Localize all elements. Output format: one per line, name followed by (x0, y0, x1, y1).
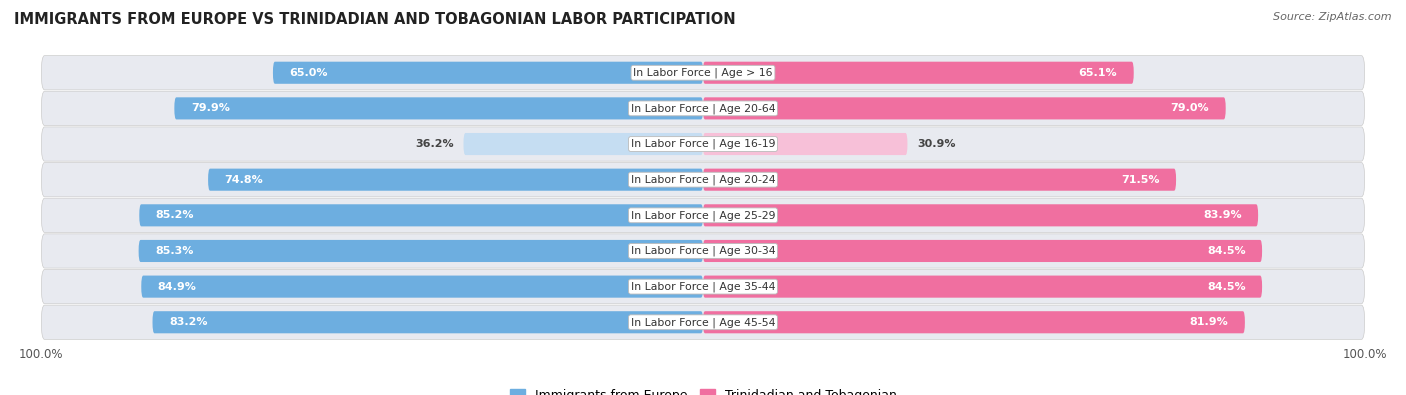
Text: In Labor Force | Age 25-29: In Labor Force | Age 25-29 (631, 210, 775, 220)
Text: In Labor Force | Age 30-34: In Labor Force | Age 30-34 (631, 246, 775, 256)
FancyBboxPatch shape (703, 97, 1226, 119)
FancyBboxPatch shape (139, 240, 703, 262)
FancyBboxPatch shape (208, 169, 703, 191)
Text: 84.5%: 84.5% (1206, 282, 1246, 292)
FancyBboxPatch shape (41, 198, 1365, 232)
Text: 79.9%: 79.9% (191, 103, 229, 113)
FancyBboxPatch shape (464, 133, 703, 155)
Text: In Labor Force | Age 20-64: In Labor Force | Age 20-64 (631, 103, 775, 114)
Text: 84.9%: 84.9% (157, 282, 197, 292)
FancyBboxPatch shape (703, 240, 1263, 262)
FancyBboxPatch shape (703, 62, 1133, 84)
Text: 84.5%: 84.5% (1206, 246, 1246, 256)
Text: 74.8%: 74.8% (225, 175, 263, 185)
Text: In Labor Force | Age 35-44: In Labor Force | Age 35-44 (631, 281, 775, 292)
FancyBboxPatch shape (174, 97, 703, 119)
Text: 85.3%: 85.3% (155, 246, 194, 256)
Text: In Labor Force | Age 45-54: In Labor Force | Age 45-54 (631, 317, 775, 327)
Text: Source: ZipAtlas.com: Source: ZipAtlas.com (1274, 12, 1392, 22)
FancyBboxPatch shape (41, 234, 1365, 268)
FancyBboxPatch shape (41, 127, 1365, 161)
Text: 85.2%: 85.2% (156, 210, 194, 220)
FancyBboxPatch shape (152, 311, 703, 333)
FancyBboxPatch shape (703, 169, 1175, 191)
Text: 79.0%: 79.0% (1171, 103, 1209, 113)
FancyBboxPatch shape (703, 276, 1263, 298)
Text: In Labor Force | Age > 16: In Labor Force | Age > 16 (633, 68, 773, 78)
Text: 83.9%: 83.9% (1204, 210, 1241, 220)
FancyBboxPatch shape (41, 91, 1365, 126)
FancyBboxPatch shape (41, 305, 1365, 339)
Text: 65.0%: 65.0% (290, 68, 328, 78)
FancyBboxPatch shape (139, 204, 703, 226)
Text: 30.9%: 30.9% (917, 139, 956, 149)
FancyBboxPatch shape (41, 56, 1365, 90)
FancyBboxPatch shape (703, 204, 1258, 226)
FancyBboxPatch shape (703, 133, 907, 155)
FancyBboxPatch shape (703, 311, 1244, 333)
Legend: Immigrants from Europe, Trinidadian and Tobagonian: Immigrants from Europe, Trinidadian and … (509, 389, 897, 395)
Text: 36.2%: 36.2% (415, 139, 454, 149)
Text: 65.1%: 65.1% (1078, 68, 1118, 78)
Text: In Labor Force | Age 16-19: In Labor Force | Age 16-19 (631, 139, 775, 149)
FancyBboxPatch shape (41, 269, 1365, 304)
FancyBboxPatch shape (273, 62, 703, 84)
Text: In Labor Force | Age 20-24: In Labor Force | Age 20-24 (631, 175, 775, 185)
Text: 83.2%: 83.2% (169, 317, 208, 327)
Text: 71.5%: 71.5% (1121, 175, 1160, 185)
FancyBboxPatch shape (141, 276, 703, 298)
Text: 81.9%: 81.9% (1189, 317, 1229, 327)
FancyBboxPatch shape (41, 163, 1365, 197)
Text: IMMIGRANTS FROM EUROPE VS TRINIDADIAN AND TOBAGONIAN LABOR PARTICIPATION: IMMIGRANTS FROM EUROPE VS TRINIDADIAN AN… (14, 12, 735, 27)
